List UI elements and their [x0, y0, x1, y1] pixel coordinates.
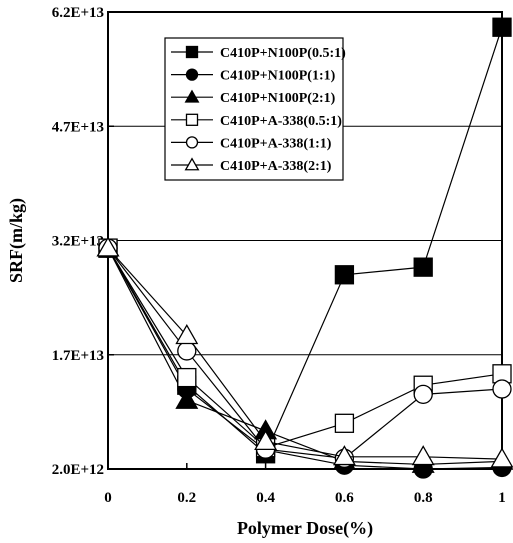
legend-label: C410P+N100P(1:1): [220, 69, 336, 84]
data-point: [175, 324, 199, 345]
series-4: [98, 238, 512, 458]
legend: C410P+N100P(0.5:1) C410P+N100P(1:1) C410P+…: [164, 37, 346, 181]
data-point: [175, 388, 199, 409]
series-line: [107, 247, 503, 466]
series-line: [107, 247, 503, 470]
x-axis-label: Polymer Dose(%): [237, 518, 373, 539]
legend-label: C410P+A-338(2:1): [220, 159, 332, 174]
legend-marker: [185, 113, 199, 126]
series-line: [107, 247, 503, 460]
x-tick-label: 0.6: [335, 490, 354, 506]
legend-label: C410P+A-338(0.5:1): [220, 114, 342, 129]
y-tick-label: 4.7E+13: [52, 119, 104, 135]
series-line: [107, 27, 503, 455]
legend-marker: [184, 157, 200, 171]
y-tick-label: 1.7E+13: [52, 348, 104, 364]
x-tick-label: 0.4: [256, 490, 275, 506]
legend-marker: [185, 45, 199, 59]
legend-marker: [184, 89, 200, 103]
y-tick-label: 3.2E+13: [52, 234, 104, 250]
data-point: [492, 17, 512, 37]
series-5: [98, 238, 512, 468]
data-point: [334, 265, 355, 285]
legend-marker: [185, 136, 199, 149]
x-axis-ticks: 0 0.2 0.4 0.6 0.8 1: [104, 463, 506, 506]
y-axis-label: SRF(m/kg): [6, 198, 27, 283]
series-2: [98, 238, 512, 479]
series-layer: [96, 17, 513, 479]
y-tick-label: 2.0E+12: [52, 462, 104, 478]
data-point: [413, 257, 433, 277]
series-line: [107, 247, 503, 459]
legend-label: C410P+N100P(0.5:1): [220, 46, 346, 61]
series-6: [96, 236, 513, 468]
data-point: [177, 367, 197, 388]
y-axis-ticks: 2.0E+12 1.7E+13 3.2E+13 4.7E+13 6.2E+13: [52, 5, 114, 478]
data-point: [492, 379, 512, 399]
legend-label: C410P+N100P(2:1): [220, 91, 336, 106]
legend-marker: [185, 68, 199, 81]
data-point: [254, 429, 278, 450]
data-point: [334, 413, 355, 433]
data-point: [413, 384, 433, 405]
data-point: [96, 236, 120, 257]
series-line: [107, 247, 503, 449]
legend-box: [164, 37, 344, 181]
data-point: [332, 445, 356, 466]
x-tick-label: 0.8: [414, 490, 433, 506]
x-tick-label: 1: [498, 490, 506, 506]
data-point: [411, 445, 435, 466]
x-tick-label: 0.2: [177, 490, 196, 506]
y-tick-label: 6.2E+13: [52, 5, 104, 21]
legend-label: C410P+A-338(1:1): [220, 136, 332, 151]
data-point: [490, 447, 513, 468]
x-tick-label: 0: [104, 490, 112, 506]
